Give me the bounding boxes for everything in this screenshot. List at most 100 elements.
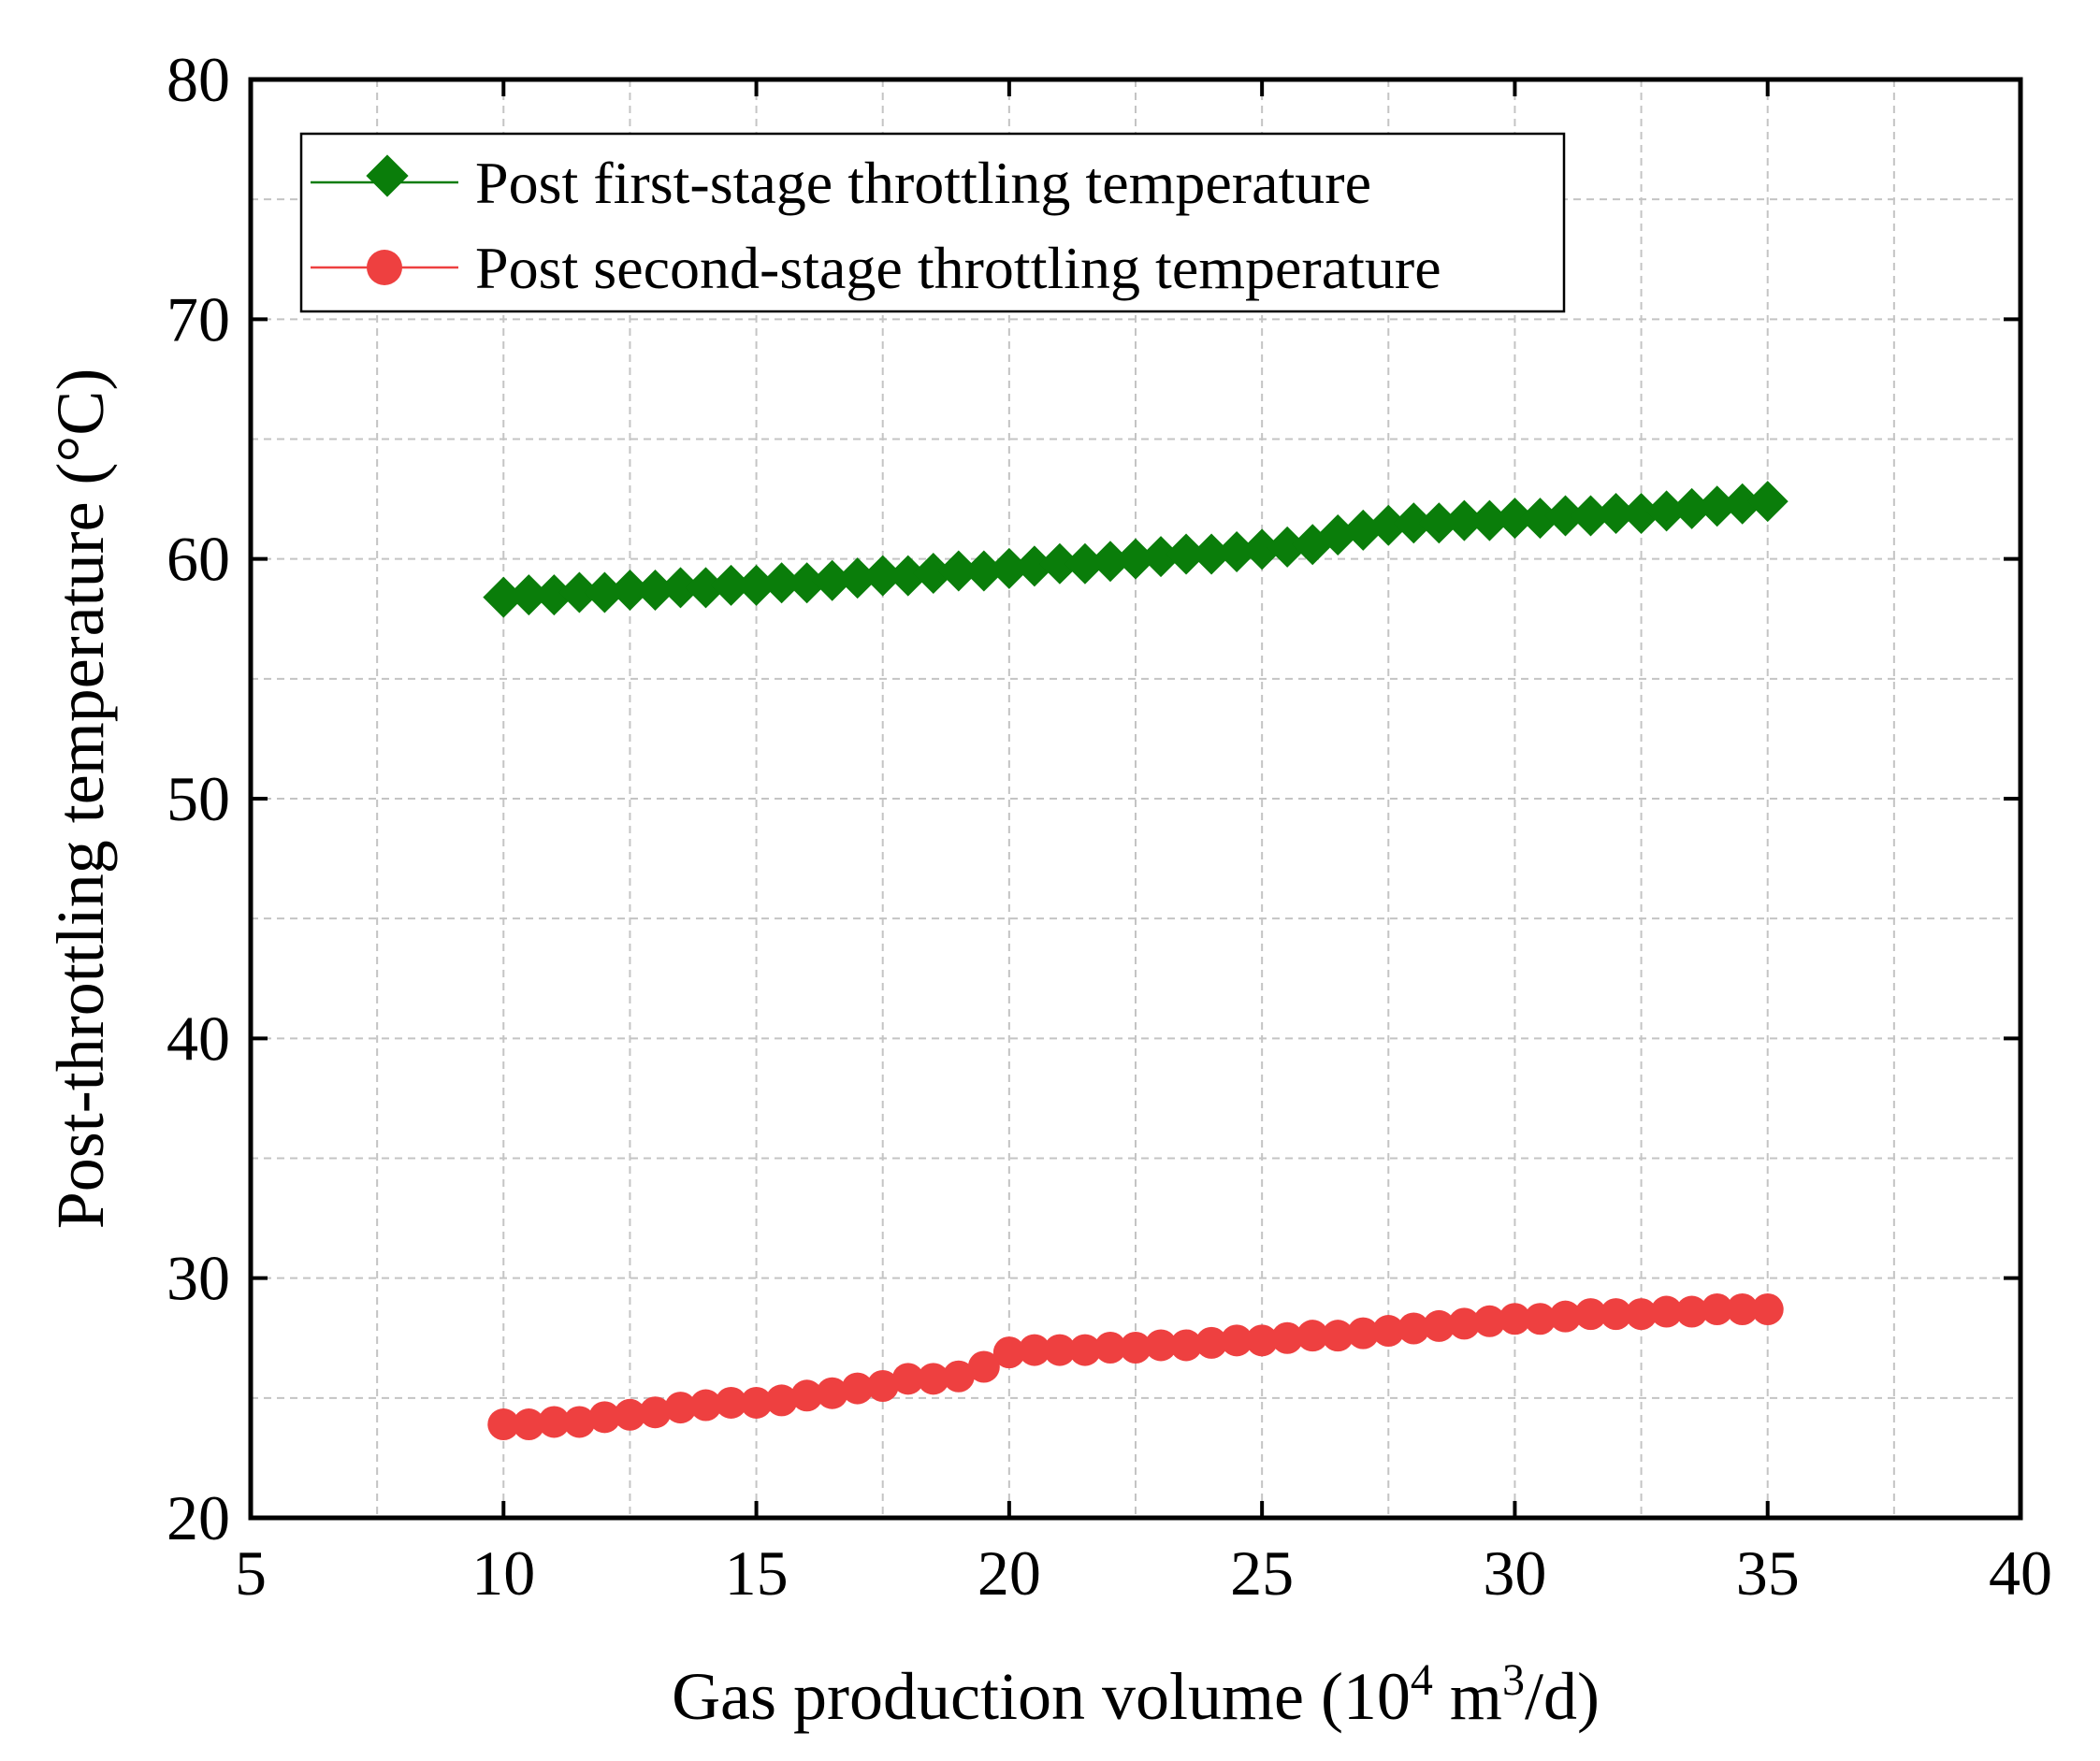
data-point	[1418, 502, 1460, 544]
data-point	[1671, 487, 1713, 529]
x-axis-title: Gas production volume (104 m3/d)	[672, 1655, 1600, 1735]
data-point	[1043, 1334, 1076, 1366]
data-point	[1195, 1326, 1228, 1359]
x-tick-label: 15	[725, 1537, 789, 1609]
data-point	[1271, 1321, 1304, 1354]
data-point	[563, 1406, 596, 1438]
data-point	[1519, 498, 1561, 540]
data-point	[1645, 490, 1687, 532]
data-point	[659, 567, 702, 609]
x-tick-label: 40	[1989, 1537, 2052, 1609]
x-tick-label: 35	[1736, 1537, 1800, 1609]
data-point	[1620, 492, 1662, 534]
data-point	[1696, 485, 1738, 527]
data-point	[1140, 536, 1182, 578]
data-point	[508, 574, 550, 616]
data-point	[841, 1372, 874, 1405]
data-point	[811, 559, 853, 601]
data-point	[1068, 1334, 1101, 1366]
data-point	[1393, 502, 1435, 544]
y-tick-label: 50	[167, 763, 230, 834]
data-point	[1701, 1292, 1733, 1325]
data-point	[614, 1398, 646, 1431]
data-point	[760, 562, 803, 604]
data-point	[1191, 533, 1233, 575]
data-point	[1675, 1295, 1708, 1328]
data-point	[634, 569, 676, 611]
data-point	[765, 1384, 798, 1417]
data-point	[967, 1350, 1000, 1383]
y-tick-label: 60	[167, 524, 230, 595]
data-point	[816, 1377, 848, 1409]
data-point	[735, 564, 777, 606]
data-point	[1473, 1305, 1506, 1337]
data-point	[487, 1408, 520, 1441]
data-point	[1267, 526, 1309, 568]
legend-marker-series-1	[366, 154, 409, 197]
series-layer	[483, 481, 1789, 1441]
data-point	[1549, 1300, 1582, 1333]
data-point	[887, 555, 929, 597]
y-tick-label: 80	[167, 44, 230, 115]
data-point	[533, 574, 575, 616]
series-2	[487, 1292, 1784, 1441]
data-point	[790, 1379, 823, 1412]
data-point	[1726, 1292, 1759, 1325]
data-point	[1398, 1312, 1430, 1345]
data-point	[1448, 1307, 1481, 1340]
data-point	[1216, 530, 1258, 572]
data-point	[1524, 1303, 1557, 1335]
data-point	[1600, 1298, 1632, 1331]
y-tick-label: 40	[167, 1003, 230, 1074]
data-point	[1625, 1298, 1658, 1331]
data-point	[710, 564, 752, 606]
data-point	[513, 1408, 545, 1441]
legend: Post first-stage throttling temperature …	[299, 132, 1566, 313]
data-point	[740, 1386, 773, 1419]
data-point	[1721, 483, 1763, 525]
data-point	[891, 1363, 924, 1395]
data-point	[609, 569, 651, 611]
x-tick-label: 20	[978, 1537, 1041, 1609]
data-point	[1372, 1315, 1405, 1348]
data-point	[786, 562, 828, 604]
data-point	[917, 1363, 949, 1395]
data-point	[988, 547, 1030, 589]
data-point	[1499, 1303, 1531, 1335]
data-point	[1018, 1334, 1050, 1366]
data-point	[1322, 1320, 1354, 1352]
y-tick-label: 20	[167, 1482, 230, 1553]
legend-label-series-2: Post second-stage throttling temperature	[475, 235, 1441, 301]
data-point	[937, 550, 979, 592]
data-point	[942, 1360, 975, 1393]
x-tick-label: 30	[1483, 1537, 1546, 1609]
x-tick-label: 10	[471, 1537, 535, 1609]
data-point	[664, 1392, 697, 1424]
data-point	[1595, 492, 1637, 534]
data-point	[866, 1370, 899, 1403]
data-point	[584, 571, 626, 613]
y-tick-label: 30	[167, 1243, 230, 1314]
series-1	[483, 481, 1789, 618]
legend-marker-series-2	[367, 250, 402, 285]
y-tick-label: 70	[167, 283, 230, 354]
data-point	[1115, 538, 1156, 580]
data-point	[1368, 504, 1410, 546]
data-point	[1650, 1295, 1683, 1328]
data-point	[1221, 1324, 1253, 1357]
data-point	[1120, 1332, 1151, 1364]
legend-label-series-1: Post first-stage throttling temperature	[475, 150, 1371, 216]
data-point	[1347, 1317, 1380, 1350]
data-point	[1241, 528, 1283, 570]
x-tick-label: 5	[235, 1537, 267, 1609]
data-point	[1494, 498, 1536, 540]
data-point	[1570, 495, 1612, 537]
data-point	[1751, 1292, 1784, 1325]
data-point	[639, 1396, 672, 1429]
data-point	[1423, 1309, 1456, 1342]
data-point	[689, 1389, 722, 1422]
data-point	[483, 576, 525, 618]
data-point	[1746, 481, 1789, 523]
data-point	[992, 1336, 1025, 1369]
data-point	[1013, 545, 1055, 587]
